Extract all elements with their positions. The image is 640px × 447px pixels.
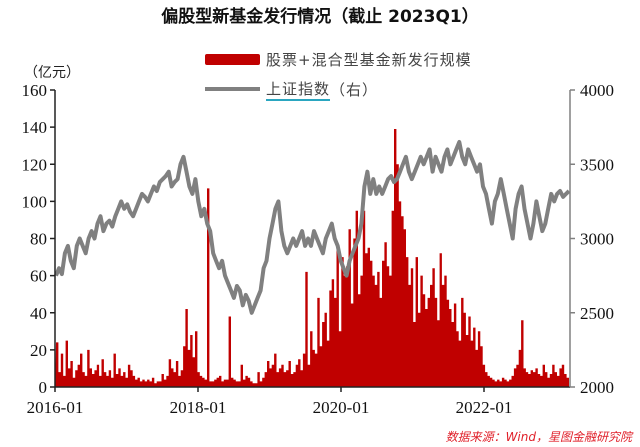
left-tick-label: 160: [22, 81, 48, 100]
bar-area: [55, 129, 569, 387]
left-tick-label: 20: [30, 341, 47, 360]
axes: 0 20 40 60 80 100 120 140 160 2000 2500 3000 3500 400…: [22, 81, 615, 417]
x-tick-label: 2018-01: [170, 398, 227, 417]
left-tick-label: 100: [22, 192, 48, 211]
bar-swatch-icon: [205, 53, 260, 65]
left-tick-label: 60: [30, 267, 47, 286]
left-tick-label: 140: [22, 118, 48, 137]
left-axis-unit-label: （亿元）: [24, 65, 80, 81]
data-source-note: 数据来源：Wind，星图金融研究院: [445, 430, 632, 444]
legend-item-line: 上证指数 （右）: [205, 74, 472, 104]
legend-item-bar: 股票+混合型基金新发行规模: [205, 44, 472, 74]
right-tick-label: 3500: [580, 155, 614, 174]
left-tick-label: 80: [30, 230, 47, 249]
x-tick-label: 2020-01: [313, 398, 370, 417]
chart-title: 偏股型新基金发行情况（截止 2023Q1）: [161, 7, 479, 27]
line-series: [54, 140, 571, 315]
bar-series: [55, 129, 569, 387]
legend-bar-label: 股票+混合型基金新发行规模: [266, 50, 472, 69]
right-tick-label: 2500: [580, 304, 614, 323]
index-line: [54, 140, 571, 315]
legend-line-suffix: （右）: [330, 80, 379, 99]
right-tick-label: 2000: [580, 378, 614, 397]
right-tick-label: 4000: [580, 81, 614, 100]
legend-line-label: 上证指数: [266, 78, 331, 101]
left-tick-label: 120: [22, 155, 48, 174]
x-tick-label: 2022-01: [456, 398, 513, 417]
right-tick-label: 3000: [580, 230, 614, 249]
legend: 股票+混合型基金新发行规模 上证指数 （右）: [205, 44, 472, 104]
left-tick-label: 0: [39, 378, 48, 397]
line-swatch-icon: [205, 87, 260, 91]
left-tick-label: 40: [30, 304, 47, 323]
x-tick-label: 2016-01: [27, 398, 84, 417]
